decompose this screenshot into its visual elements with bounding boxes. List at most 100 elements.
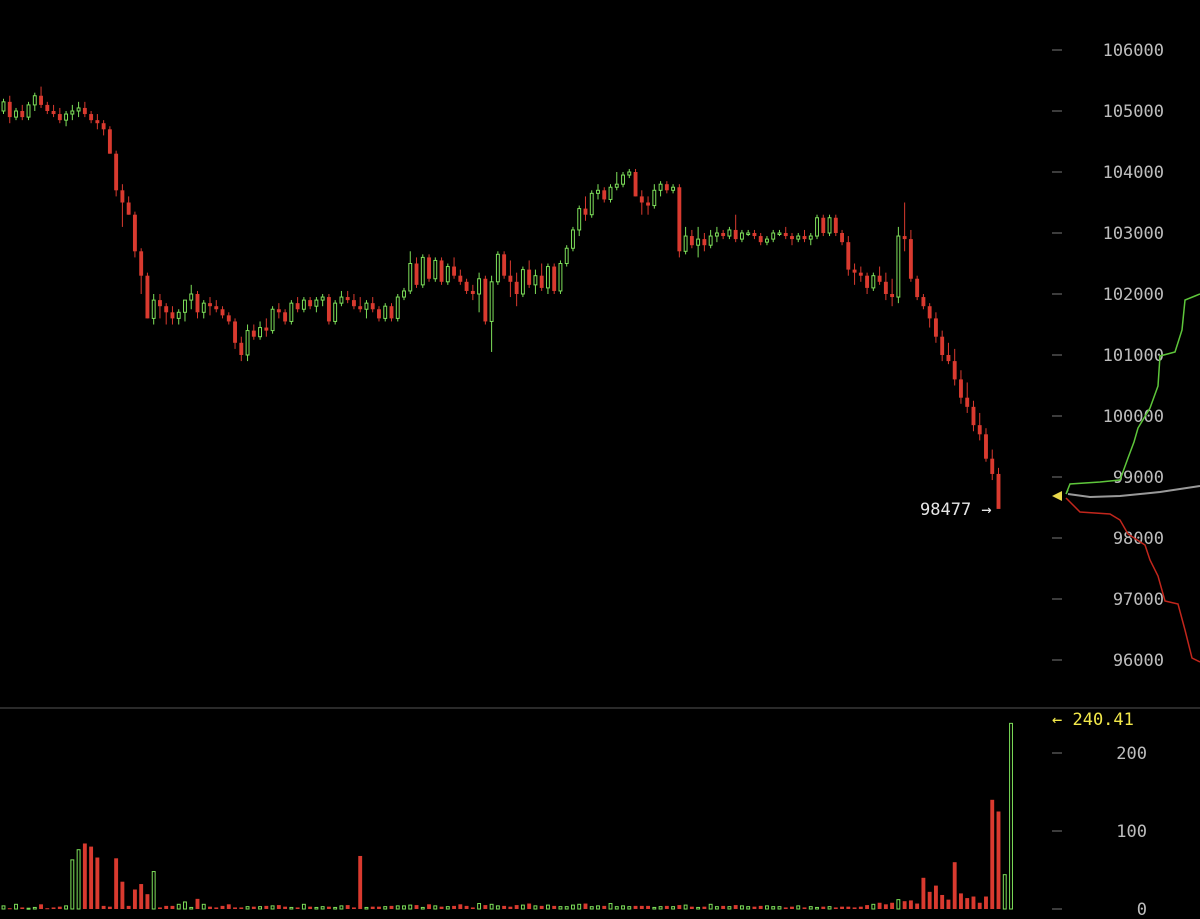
volume-bar xyxy=(871,903,876,910)
candle-body xyxy=(614,183,619,188)
volume-bar xyxy=(702,906,707,909)
candle xyxy=(714,226,719,243)
candle-body xyxy=(940,336,945,355)
candle-body xyxy=(345,297,350,301)
candle-body xyxy=(671,186,676,191)
current-price-marker xyxy=(1052,491,1062,501)
candle xyxy=(420,254,425,288)
candle xyxy=(908,229,913,282)
volume-bar xyxy=(308,906,313,909)
volume-bar xyxy=(51,907,56,909)
candle xyxy=(233,318,237,349)
candle xyxy=(258,321,263,340)
volume-bar xyxy=(258,906,263,910)
candle-body xyxy=(664,184,669,191)
volume-bar xyxy=(996,811,1001,909)
candle xyxy=(483,275,488,325)
candle-body xyxy=(883,281,888,294)
candle-body xyxy=(589,192,594,216)
candle-body xyxy=(646,202,650,206)
volume-bar xyxy=(208,906,212,909)
candle xyxy=(852,263,857,285)
candle-body xyxy=(571,229,575,249)
candle-body xyxy=(984,434,988,459)
candle-body xyxy=(564,247,569,264)
candle-body xyxy=(189,293,194,301)
candle xyxy=(758,233,763,246)
volume-bar xyxy=(840,906,844,909)
candle-body xyxy=(7,101,12,118)
volume-bar xyxy=(483,905,488,909)
volume-bar xyxy=(145,894,150,909)
volume-bar xyxy=(733,905,738,909)
candle xyxy=(977,412,982,441)
volume-bar xyxy=(589,906,594,910)
candle xyxy=(164,303,169,325)
candle-body xyxy=(301,299,306,310)
candle-body xyxy=(145,275,150,319)
candle-body xyxy=(258,327,263,338)
candle xyxy=(139,248,144,294)
candle xyxy=(433,257,438,282)
candle-body xyxy=(489,281,494,322)
candle xyxy=(89,111,94,124)
candle-body xyxy=(865,275,870,288)
candle-body xyxy=(308,300,313,307)
candle xyxy=(352,294,356,310)
candle xyxy=(270,306,275,334)
candle xyxy=(14,107,18,121)
volume-bar xyxy=(445,906,450,910)
candle xyxy=(414,257,419,288)
candle-body xyxy=(652,189,657,207)
volume-bar xyxy=(608,903,613,910)
candle-body xyxy=(508,275,513,282)
candle-body xyxy=(577,208,582,231)
candle-body xyxy=(289,302,294,322)
candle-body xyxy=(871,275,876,289)
candle-body xyxy=(721,233,726,237)
candle xyxy=(1,98,6,115)
candle xyxy=(721,229,726,240)
volume-tick-label: 0 xyxy=(1137,900,1147,919)
volume-bar xyxy=(577,903,582,910)
volume-bar xyxy=(132,889,137,909)
volume-bar xyxy=(777,906,782,910)
candle-body xyxy=(427,257,431,279)
candle xyxy=(921,294,926,310)
candle-body xyxy=(377,309,381,319)
volume-bar xyxy=(739,905,744,910)
volume-bar xyxy=(646,905,650,909)
volume-bar xyxy=(527,903,532,909)
candle-body xyxy=(727,229,732,237)
candle-body xyxy=(239,342,244,355)
volume-bar xyxy=(264,905,269,909)
volume-bar xyxy=(120,881,125,909)
candle-body xyxy=(64,113,69,121)
candle-body xyxy=(946,355,951,362)
candle xyxy=(671,184,676,194)
volume-bar xyxy=(790,906,794,909)
candle-body xyxy=(114,153,119,191)
candle-body xyxy=(214,306,219,310)
volume-bar xyxy=(470,907,475,909)
volume-bar xyxy=(414,905,419,909)
candle xyxy=(201,300,206,319)
candle-body xyxy=(45,104,50,111)
candle-body xyxy=(527,269,532,285)
candle-body xyxy=(420,256,425,286)
candle xyxy=(846,236,851,276)
candle-body xyxy=(295,303,300,310)
candle xyxy=(827,214,832,237)
volume-bar xyxy=(339,905,344,910)
candle xyxy=(364,300,369,319)
candle xyxy=(984,428,988,462)
candle xyxy=(195,290,200,319)
candle xyxy=(326,294,331,325)
volume-bar xyxy=(915,903,920,909)
candle-body xyxy=(483,278,488,322)
volume-bar xyxy=(664,905,669,909)
candle-body xyxy=(164,306,169,313)
volume-bar xyxy=(758,905,763,909)
volume-bar xyxy=(508,906,513,909)
candle xyxy=(502,251,507,279)
